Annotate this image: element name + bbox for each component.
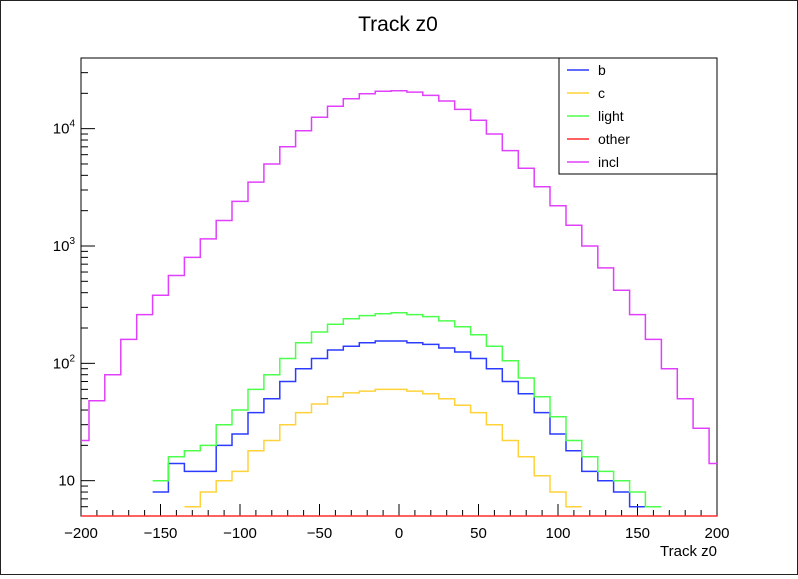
series-line-b bbox=[152, 340, 646, 508]
legend-label-light: light bbox=[598, 108, 624, 124]
y-tick-label: 10 bbox=[58, 473, 75, 490]
x-tick-label: 50 bbox=[470, 525, 487, 542]
y-tick-exponent: 3 bbox=[69, 236, 75, 247]
x-tick-label: 100 bbox=[545, 525, 570, 542]
series-line-light bbox=[152, 311, 662, 508]
x-tick-label: −50 bbox=[307, 525, 332, 542]
x-tick-label: 200 bbox=[704, 525, 729, 542]
y-tick-exponent: 2 bbox=[69, 353, 75, 364]
chart-title: Track z0 bbox=[358, 13, 438, 36]
legend-label-c: c bbox=[598, 85, 605, 101]
y-tick-label: 103 bbox=[53, 236, 76, 255]
y-axis: 10 102 103 104 bbox=[53, 57, 95, 517]
x-axis-label: Track z0 bbox=[660, 543, 717, 560]
y-tick-label: 102 bbox=[53, 353, 76, 372]
y-tick-exponent: 4 bbox=[69, 119, 75, 130]
legend: bc light other incl bbox=[558, 57, 718, 175]
legend-label-incl: incl bbox=[598, 154, 619, 170]
x-axis: −200 −150 −100 −50 0 50 100 150 200 bbox=[64, 504, 730, 542]
legend-label-b: b bbox=[598, 62, 606, 78]
series-line-c bbox=[184, 388, 582, 508]
x-tick-label: −200 bbox=[64, 525, 98, 542]
series-layer bbox=[81, 90, 717, 517]
series-line-incl bbox=[81, 90, 717, 465]
legend-label-other: other bbox=[598, 131, 630, 147]
x-tick-label: 0 bbox=[395, 525, 403, 542]
x-tick-label: 150 bbox=[625, 525, 650, 542]
y-tick-label: 104 bbox=[53, 119, 76, 138]
x-tick-label: −100 bbox=[223, 525, 257, 542]
x-tick-label: −150 bbox=[144, 525, 178, 542]
